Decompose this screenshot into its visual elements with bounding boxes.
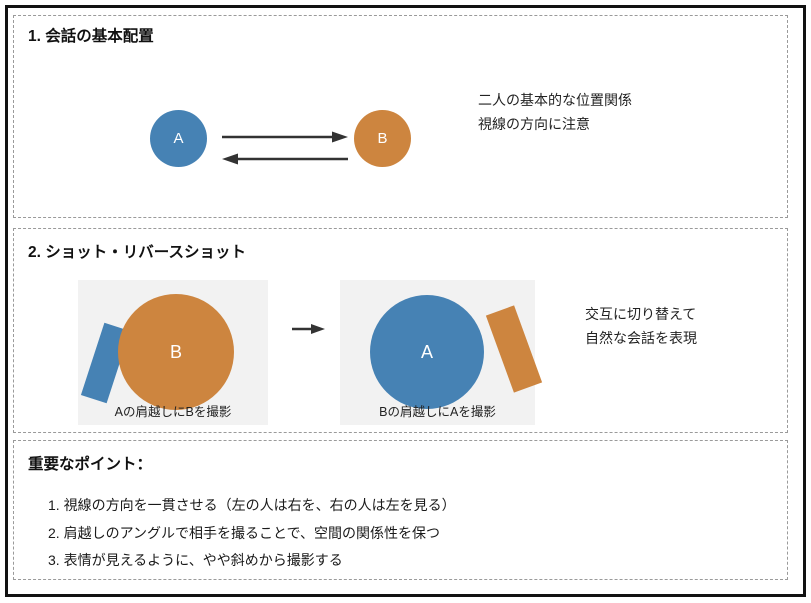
outer-frame — [5, 5, 806, 597]
section-key-points-title: 重要なポイント： — [28, 456, 153, 473]
section-shot-reverse-title: 2. ショット・リバースショット — [28, 244, 246, 261]
transition-arrow-icon — [292, 324, 325, 334]
key-point-item: 3. 表情が見えるように、やや斜めから撮影する — [48, 552, 343, 568]
shot-reverse-note-line2: 自然な会話を表現 — [585, 330, 697, 346]
section-key-points-box — [13, 440, 788, 580]
basic-layout-note: 二人の基本的な位置関係 視線の方向に注意 — [478, 88, 632, 136]
shot-reverse-note-line1: 交互に切り替えて — [585, 306, 697, 322]
subject-b-label: B — [169, 341, 182, 362]
shot-panel-left: B Aの肩越しにBを撮影 — [78, 280, 268, 425]
arrow-left-icon — [222, 153, 348, 165]
shot-reverse-note: 交互に切り替えて 自然な会話を表現 — [585, 302, 697, 350]
subject-a-circle: A — [370, 295, 484, 409]
person-a-circle: A — [150, 110, 207, 167]
gaze-arrows — [222, 131, 348, 165]
basic-layout-note-line2: 視線の方向に注意 — [478, 116, 590, 132]
shot-caption-left: Aの肩越しにBを撮影 — [114, 405, 232, 419]
section-shot-reverse-box — [13, 228, 788, 433]
subject-b-circle: B — [118, 294, 234, 410]
key-points-list: 1. 視線の方向を一貫させる（左の人は右を、右の人は左を見る） 2. 肩越しのア… — [48, 492, 456, 575]
key-point-item: 1. 視線の方向を一貫させる（左の人は右を、右の人は左を見る） — [48, 497, 456, 513]
basic-layout-note-line1: 二人の基本的な位置関係 — [478, 92, 632, 108]
person-b-circle: B — [354, 110, 411, 167]
arrow-right-icon — [222, 131, 348, 143]
shoulder-b-rect — [485, 305, 543, 393]
shot-panel-right: A Bの肩越しにAを撮影 — [340, 280, 543, 425]
key-point-item: 2. 肩越しのアングルで相手を撮ることで、空間の関係性を保つ — [48, 524, 441, 541]
shot-caption-right: Bの肩越しにAを撮影 — [379, 405, 496, 419]
section-basic-layout-box — [13, 15, 788, 218]
person-b-label: B — [377, 130, 388, 147]
person-a-label: A — [173, 130, 184, 147]
subject-a-label: A — [420, 341, 433, 362]
section-basic-layout-title: 1. 会話の基本配置 — [28, 28, 154, 45]
